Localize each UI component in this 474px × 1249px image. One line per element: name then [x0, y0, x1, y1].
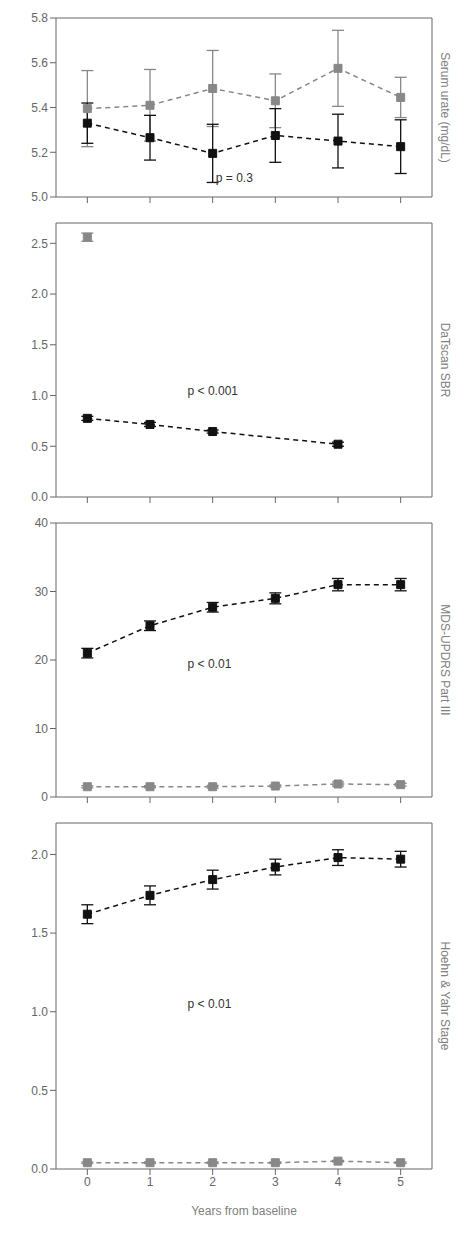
svg-text:1: 1: [147, 1175, 154, 1189]
svg-text:10: 10: [35, 722, 49, 736]
svg-text:5: 5: [397, 1175, 404, 1189]
svg-text:0.5: 0.5: [31, 440, 48, 454]
svg-text:0.5: 0.5: [31, 1084, 48, 1098]
svg-text:2.0: 2.0: [31, 848, 48, 862]
svg-text:Serum urate (mg/dL): Serum urate (mg/dL): [438, 52, 452, 163]
svg-text:5.4: 5.4: [31, 101, 48, 115]
svg-text:5.2: 5.2: [31, 146, 48, 160]
svg-text:2.5: 2.5: [31, 237, 48, 251]
svg-text:30: 30: [35, 585, 49, 599]
svg-text:5.6: 5.6: [31, 56, 48, 70]
svg-text:2: 2: [209, 1175, 216, 1189]
svg-text:p = 0.3: p = 0.3: [216, 171, 253, 185]
svg-text:3: 3: [272, 1175, 279, 1189]
svg-text:1.5: 1.5: [31, 338, 48, 352]
svg-text:Years from baseline: Years from baseline: [191, 1204, 297, 1218]
svg-text:0.0: 0.0: [31, 490, 48, 504]
svg-text:1.0: 1.0: [31, 1005, 48, 1019]
svg-text:5.8: 5.8: [31, 11, 48, 25]
svg-text:4: 4: [335, 1175, 342, 1189]
svg-text:1.5: 1.5: [31, 926, 48, 940]
svg-text:p < 0.001: p < 0.001: [188, 384, 239, 398]
svg-text:DaTscan SBR: DaTscan SBR: [438, 323, 452, 398]
svg-text:p < 0.01: p < 0.01: [188, 657, 232, 671]
svg-text:p < 0.01: p < 0.01: [188, 997, 232, 1011]
svg-text:1.0: 1.0: [31, 389, 48, 403]
svg-text:2.0: 2.0: [31, 287, 48, 301]
svg-text:20: 20: [35, 653, 49, 667]
svg-text:40: 40: [35, 516, 49, 530]
svg-text:5.0: 5.0: [31, 190, 48, 204]
svg-text:0: 0: [84, 1175, 91, 1189]
svg-text:Hoehn & Yahr Stage: Hoehn & Yahr Stage: [438, 942, 452, 1051]
svg-text:0.0: 0.0: [31, 1162, 48, 1176]
svg-text:0: 0: [41, 790, 48, 804]
svg-text:MDS-UPDRS Part III: MDS-UPDRS Part III: [438, 604, 452, 715]
